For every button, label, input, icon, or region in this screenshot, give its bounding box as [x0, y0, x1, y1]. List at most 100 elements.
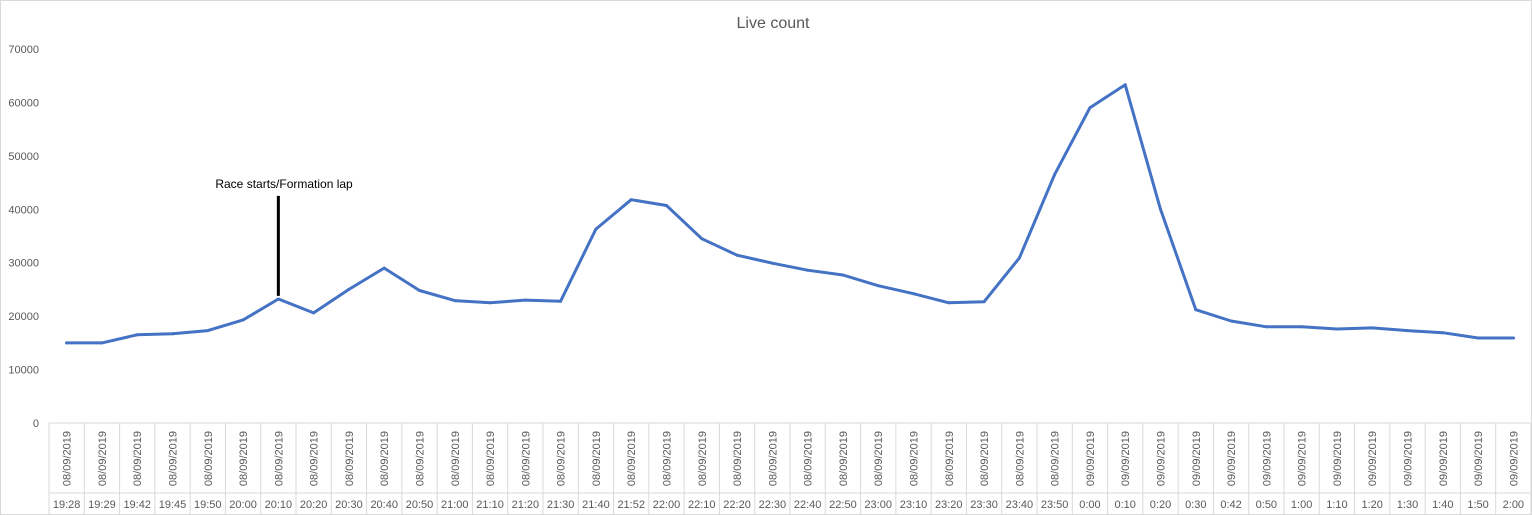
x-tick-time-label: 22:20: [723, 499, 751, 511]
x-tick-date-label: 08/09/2019: [767, 431, 779, 486]
x-tick-date-label: 08/09/2019: [838, 431, 850, 486]
y-tick-label: 20000: [8, 311, 39, 323]
x-tick-date-label: 09/09/2019: [1508, 431, 1520, 486]
x-tick-time-label: 1:40: [1432, 499, 1453, 511]
x-tick-time-label: 0:10: [1115, 499, 1136, 511]
x-tick-date-label: 08/09/2019: [168, 431, 180, 486]
x-tick-time-label: 1:50: [1467, 499, 1488, 511]
x-tick-date-label: 08/09/2019: [379, 431, 391, 486]
data-point: [735, 253, 739, 257]
x-tick-time-label: 0:50: [1256, 499, 1277, 511]
x-tick-time-label: 19:45: [159, 499, 187, 511]
x-tick-date-label: 08/09/2019: [1050, 431, 1062, 486]
x-tick-date-label: 08/09/2019: [415, 431, 427, 486]
x-tick-time-label: 22:00: [653, 499, 681, 511]
x-tick-date-label: 09/09/2019: [1085, 431, 1097, 486]
y-axis: 0 10000 20000 30000 40000 50000 60000 70000: [8, 44, 39, 430]
x-tick-time-label: 22:10: [688, 499, 716, 511]
x-tick-time-label: 22:30: [759, 499, 787, 511]
data-point: [418, 289, 421, 292]
x-tick-time-label: 19:50: [194, 499, 222, 511]
x-tick-time-label: 19:42: [123, 499, 151, 511]
x-tick-time-label: 21:00: [441, 499, 469, 511]
x-tick-time-label: 1:30: [1397, 499, 1418, 511]
y-tick-label: 70000: [8, 44, 39, 56]
series-layer: [65, 83, 1515, 345]
x-tick-time-label: 23:00: [864, 499, 892, 511]
x-tick-date-label: 08/09/2019: [591, 431, 603, 486]
x-tick-time-label: 20:00: [229, 499, 257, 511]
x-tick-time-label: 19:28: [53, 499, 81, 511]
x-tick-date-label: 09/09/2019: [1156, 431, 1168, 486]
x-tick-date-label: 09/09/2019: [1297, 431, 1309, 486]
x-tick-date-label: 08/09/2019: [944, 431, 956, 486]
x-tick-time-label: 23:30: [970, 499, 998, 511]
x-tick-date-label: 08/09/2019: [450, 431, 462, 486]
data-point: [594, 227, 598, 231]
data-point: [65, 341, 69, 345]
x-tick-time-label: 20:10: [265, 499, 293, 511]
x-axis: 08/09/2019 19:28 08/09/2019 19:29 08/09/2019…: [48, 422, 1531, 514]
x-tick-date-label: 08/09/2019: [344, 431, 356, 486]
data-point: [1264, 325, 1268, 329]
x-tick-time-label: 1:00: [1291, 499, 1312, 511]
x-tick-time-label: 23:10: [900, 499, 928, 511]
x-tick-date-label: 08/09/2019: [132, 431, 144, 486]
data-point: [700, 237, 704, 241]
y-tick-label: 50000: [8, 151, 39, 163]
y-tick-label: 0: [33, 418, 39, 430]
x-tick-time-label: 21:20: [512, 499, 540, 511]
x-tick-time-label: 20:50: [406, 499, 434, 511]
x-tick-date-label: 08/09/2019: [485, 431, 497, 486]
x-tick-date-label: 08/09/2019: [979, 431, 991, 486]
x-tick-time-label: 1:10: [1326, 499, 1347, 511]
x-tick-date-label: 09/09/2019: [1403, 431, 1415, 486]
x-tick-time-label: 19:29: [88, 499, 116, 511]
x-tick-date-label: 08/09/2019: [203, 431, 215, 486]
data-point: [1370, 326, 1374, 330]
data-point: [488, 301, 492, 305]
data-point: [770, 261, 774, 265]
data-point: [665, 204, 668, 207]
series-line: [65, 83, 1515, 345]
y-tick-label: 60000: [8, 97, 39, 109]
x-tick-date-label: 08/09/2019: [520, 431, 532, 486]
data-point: [982, 300, 986, 304]
data-point: [1300, 325, 1304, 329]
chart-title: Live count: [737, 15, 810, 32]
data-point: [1053, 173, 1057, 177]
data-point: [135, 333, 139, 337]
x-tick-date-label: 08/09/2019: [62, 431, 74, 486]
x-tick-date-label: 08/09/2019: [803, 431, 815, 486]
y-tick-label: 40000: [8, 204, 39, 216]
data-point: [559, 299, 563, 303]
data-point: [241, 318, 245, 322]
x-tick-time-label: 23:40: [1006, 499, 1034, 511]
data-point: [347, 287, 351, 291]
x-tick-date-label: 08/09/2019: [909, 431, 921, 486]
x-tick-date-label: 08/09/2019: [238, 431, 250, 486]
x-tick-date-label: 09/09/2019: [1226, 431, 1238, 486]
y-tick-label: 30000: [8, 258, 39, 270]
x-tick-time-label: 23:20: [935, 499, 963, 511]
x-tick-date-label: 08/09/2019: [309, 431, 321, 486]
x-tick-time-label: 0:30: [1185, 499, 1206, 511]
x-tick-date-label: 08/09/2019: [626, 431, 638, 486]
data-point: [1229, 319, 1233, 323]
x-tick-time-label: 21:30: [547, 499, 575, 511]
data-point: [1511, 336, 1515, 340]
x-tick-time-label: 1:20: [1362, 499, 1383, 511]
x-tick-date-label: 08/09/2019: [662, 431, 674, 486]
x-tick-time-label: 21:40: [582, 499, 610, 511]
x-tick-date-label: 09/09/2019: [1191, 431, 1203, 486]
x-tick-date-label: 09/09/2019: [1261, 431, 1273, 486]
y-tick-label: 10000: [8, 365, 39, 377]
data-point: [806, 268, 810, 272]
x-tick-time-label: 22:40: [794, 499, 822, 511]
x-tick-time-label: 20:20: [300, 499, 328, 511]
data-point: [912, 292, 915, 296]
data-point: [453, 299, 457, 303]
annotation-label: Race starts/Formation lap: [215, 177, 353, 191]
